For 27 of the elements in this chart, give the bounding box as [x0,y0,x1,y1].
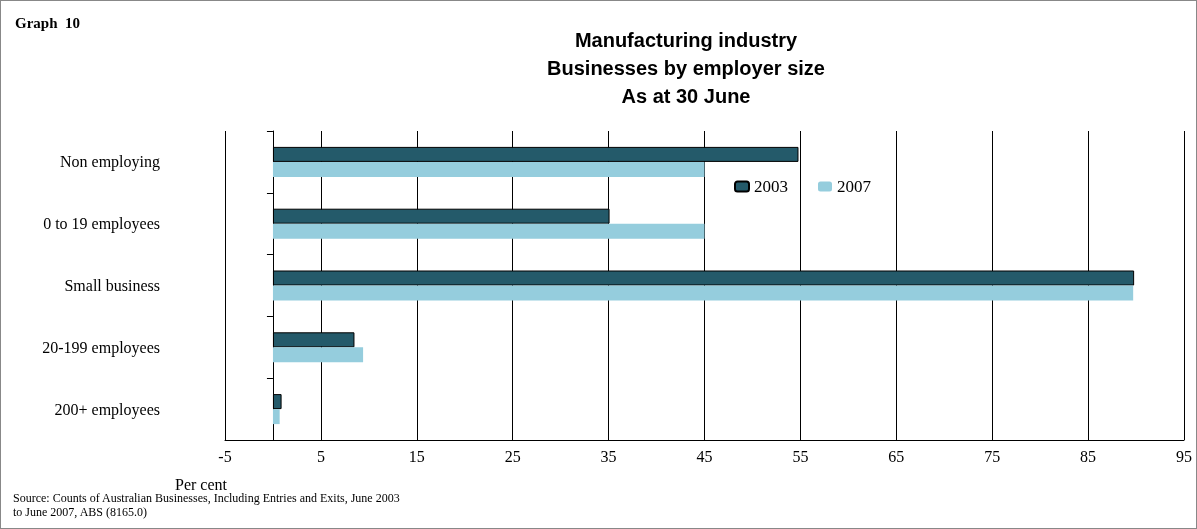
x-tick-label: 85 [1080,447,1097,465]
x-tick-label: 95 [1176,447,1192,465]
x-tick-label: 45 [696,447,713,465]
x-tick-label: 65 [888,447,905,465]
y-tick-label: 20-199 employees [42,338,160,357]
bar [272,161,705,177]
x-tick-label: 55 [792,447,809,465]
x-tick-label: 35 [600,447,617,465]
y-tick-label: 0 to 19 employees [43,215,160,234]
y-tick-label: Small business [64,277,160,294]
caption: Graph 10 [15,14,81,31]
bar [272,409,280,425]
x-axis-title: Per cent [175,475,228,493]
bar [272,285,1134,301]
source-note: Source: Counts of Australian Businesses, Including Entries and Exits, June 2003 to June 2007, ABS (8165.0) [13,491,400,519]
bar [272,223,705,239]
bar [272,347,364,363]
x-tick-label: 5 [316,447,325,465]
x-tick-label: -5 [218,447,232,465]
x-tick-label: 15 [408,447,425,465]
legend-label: 2007 [837,177,872,196]
chart-title: Manufacturing industry Businesses by employer size As at 30 June [547,29,825,107]
y-tick-label: 200+ employees [54,400,160,419]
x-tick-label: 75 [984,447,1001,465]
legend-label: 2003 [754,177,788,196]
x-tick-label: 25 [504,447,521,465]
y-tick-label: Non employing [60,153,160,172]
